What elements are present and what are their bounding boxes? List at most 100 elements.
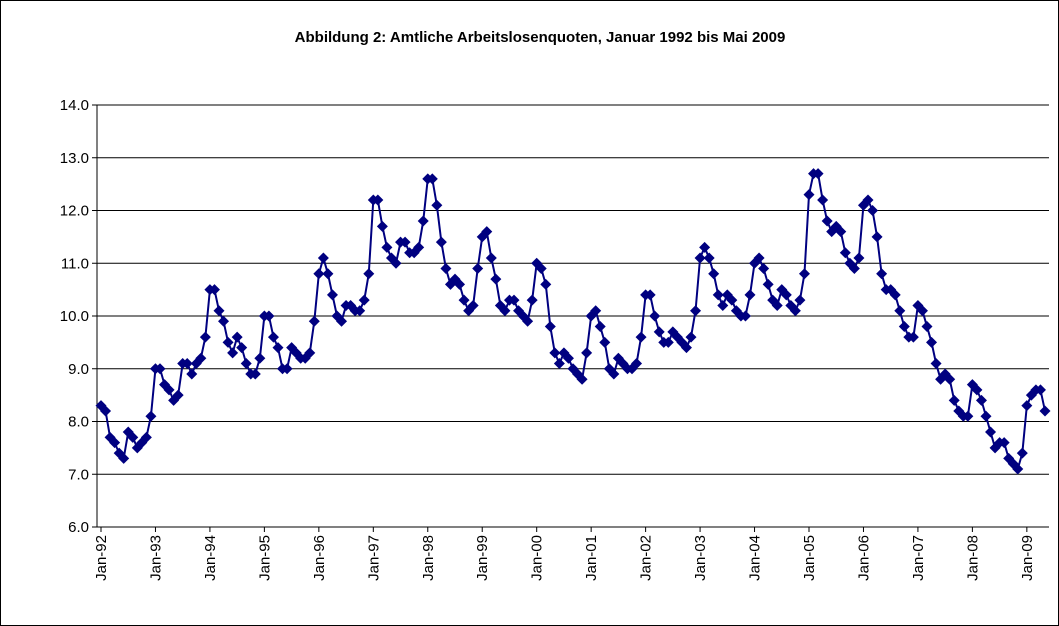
marker (590, 305, 602, 317)
marker (1034, 384, 1046, 396)
marker (553, 357, 565, 369)
marker (272, 342, 284, 354)
y-tick-label: 12.0 (60, 203, 89, 220)
x-tick-label: Jan-99 (474, 535, 491, 581)
marker (358, 294, 370, 306)
marker (907, 331, 919, 343)
marker (762, 278, 774, 290)
marker (862, 194, 874, 206)
marker (653, 326, 665, 338)
x-tick-label: Jan-09 (1019, 535, 1036, 581)
y-tick-label: 10.0 (60, 308, 89, 325)
marker (472, 263, 484, 275)
marker (213, 305, 225, 317)
marker (109, 437, 121, 449)
marker (376, 220, 388, 232)
x-tick-label: Jan-07 (910, 535, 927, 581)
x-tick-label: Jan-06 (855, 535, 872, 581)
marker (186, 368, 198, 380)
marker (780, 289, 792, 301)
marker (599, 336, 611, 348)
marker (948, 394, 960, 406)
marker (499, 305, 511, 317)
marker (685, 331, 697, 343)
marker (1016, 447, 1028, 459)
marker (753, 252, 765, 264)
x-tick-label: Jan-05 (801, 535, 818, 581)
marker (526, 294, 538, 306)
marker (848, 263, 860, 275)
marker (794, 294, 806, 306)
marker (853, 252, 865, 264)
marker (798, 268, 810, 280)
y-tick-label: 13.0 (60, 150, 89, 167)
marker (1012, 463, 1024, 475)
marker (336, 315, 348, 327)
x-tick-label: Jan-94 (202, 535, 219, 581)
marker (817, 194, 829, 206)
marker (921, 321, 933, 333)
marker (930, 357, 942, 369)
marker (354, 305, 366, 317)
x-tick-label: Jan-97 (365, 535, 382, 581)
marker (100, 405, 112, 417)
marker (454, 278, 466, 290)
marker (971, 384, 983, 396)
marker (304, 347, 316, 359)
y-tick-label: 8.0 (68, 414, 89, 431)
marker (508, 294, 520, 306)
marker (218, 315, 230, 327)
marker (222, 336, 234, 348)
marker (195, 352, 207, 364)
marker (249, 368, 261, 380)
marker (898, 321, 910, 333)
marker (544, 321, 556, 333)
marker (635, 331, 647, 343)
marker (308, 315, 320, 327)
marker (322, 268, 334, 280)
marker (726, 294, 738, 306)
marker (926, 336, 938, 348)
marker (163, 384, 175, 396)
y-tick-label: 14.0 (60, 97, 89, 114)
x-tick-label: Jan-95 (256, 535, 273, 581)
marker (263, 310, 275, 322)
x-tick-label: Jan-92 (93, 535, 110, 581)
marker (789, 305, 801, 317)
marker (490, 273, 502, 285)
x-tick-label: Jan-03 (692, 535, 709, 581)
marker (944, 373, 956, 385)
marker (145, 410, 157, 422)
marker (281, 363, 293, 375)
y-tick-label: 9.0 (68, 361, 89, 378)
marker (980, 410, 992, 422)
marker (594, 321, 606, 333)
marker (118, 452, 130, 464)
marker (458, 294, 470, 306)
marker (549, 347, 561, 359)
marker (390, 257, 402, 269)
marker (426, 173, 438, 185)
marker (631, 357, 643, 369)
marker (581, 347, 593, 359)
marker (690, 305, 702, 317)
marker (562, 352, 574, 364)
marker (317, 252, 329, 264)
marker (127, 431, 139, 443)
marker (363, 268, 375, 280)
marker (835, 226, 847, 238)
marker (803, 189, 815, 201)
marker (485, 252, 497, 264)
marker (975, 394, 987, 406)
marker (649, 310, 661, 322)
marker (889, 289, 901, 301)
marker (372, 194, 384, 206)
marker (431, 199, 443, 211)
marker (236, 342, 248, 354)
marker (522, 315, 534, 327)
marker (998, 437, 1010, 449)
marker (662, 336, 674, 348)
y-tick-label: 11.0 (61, 255, 89, 272)
y-tick-label: 7.0 (68, 466, 89, 483)
